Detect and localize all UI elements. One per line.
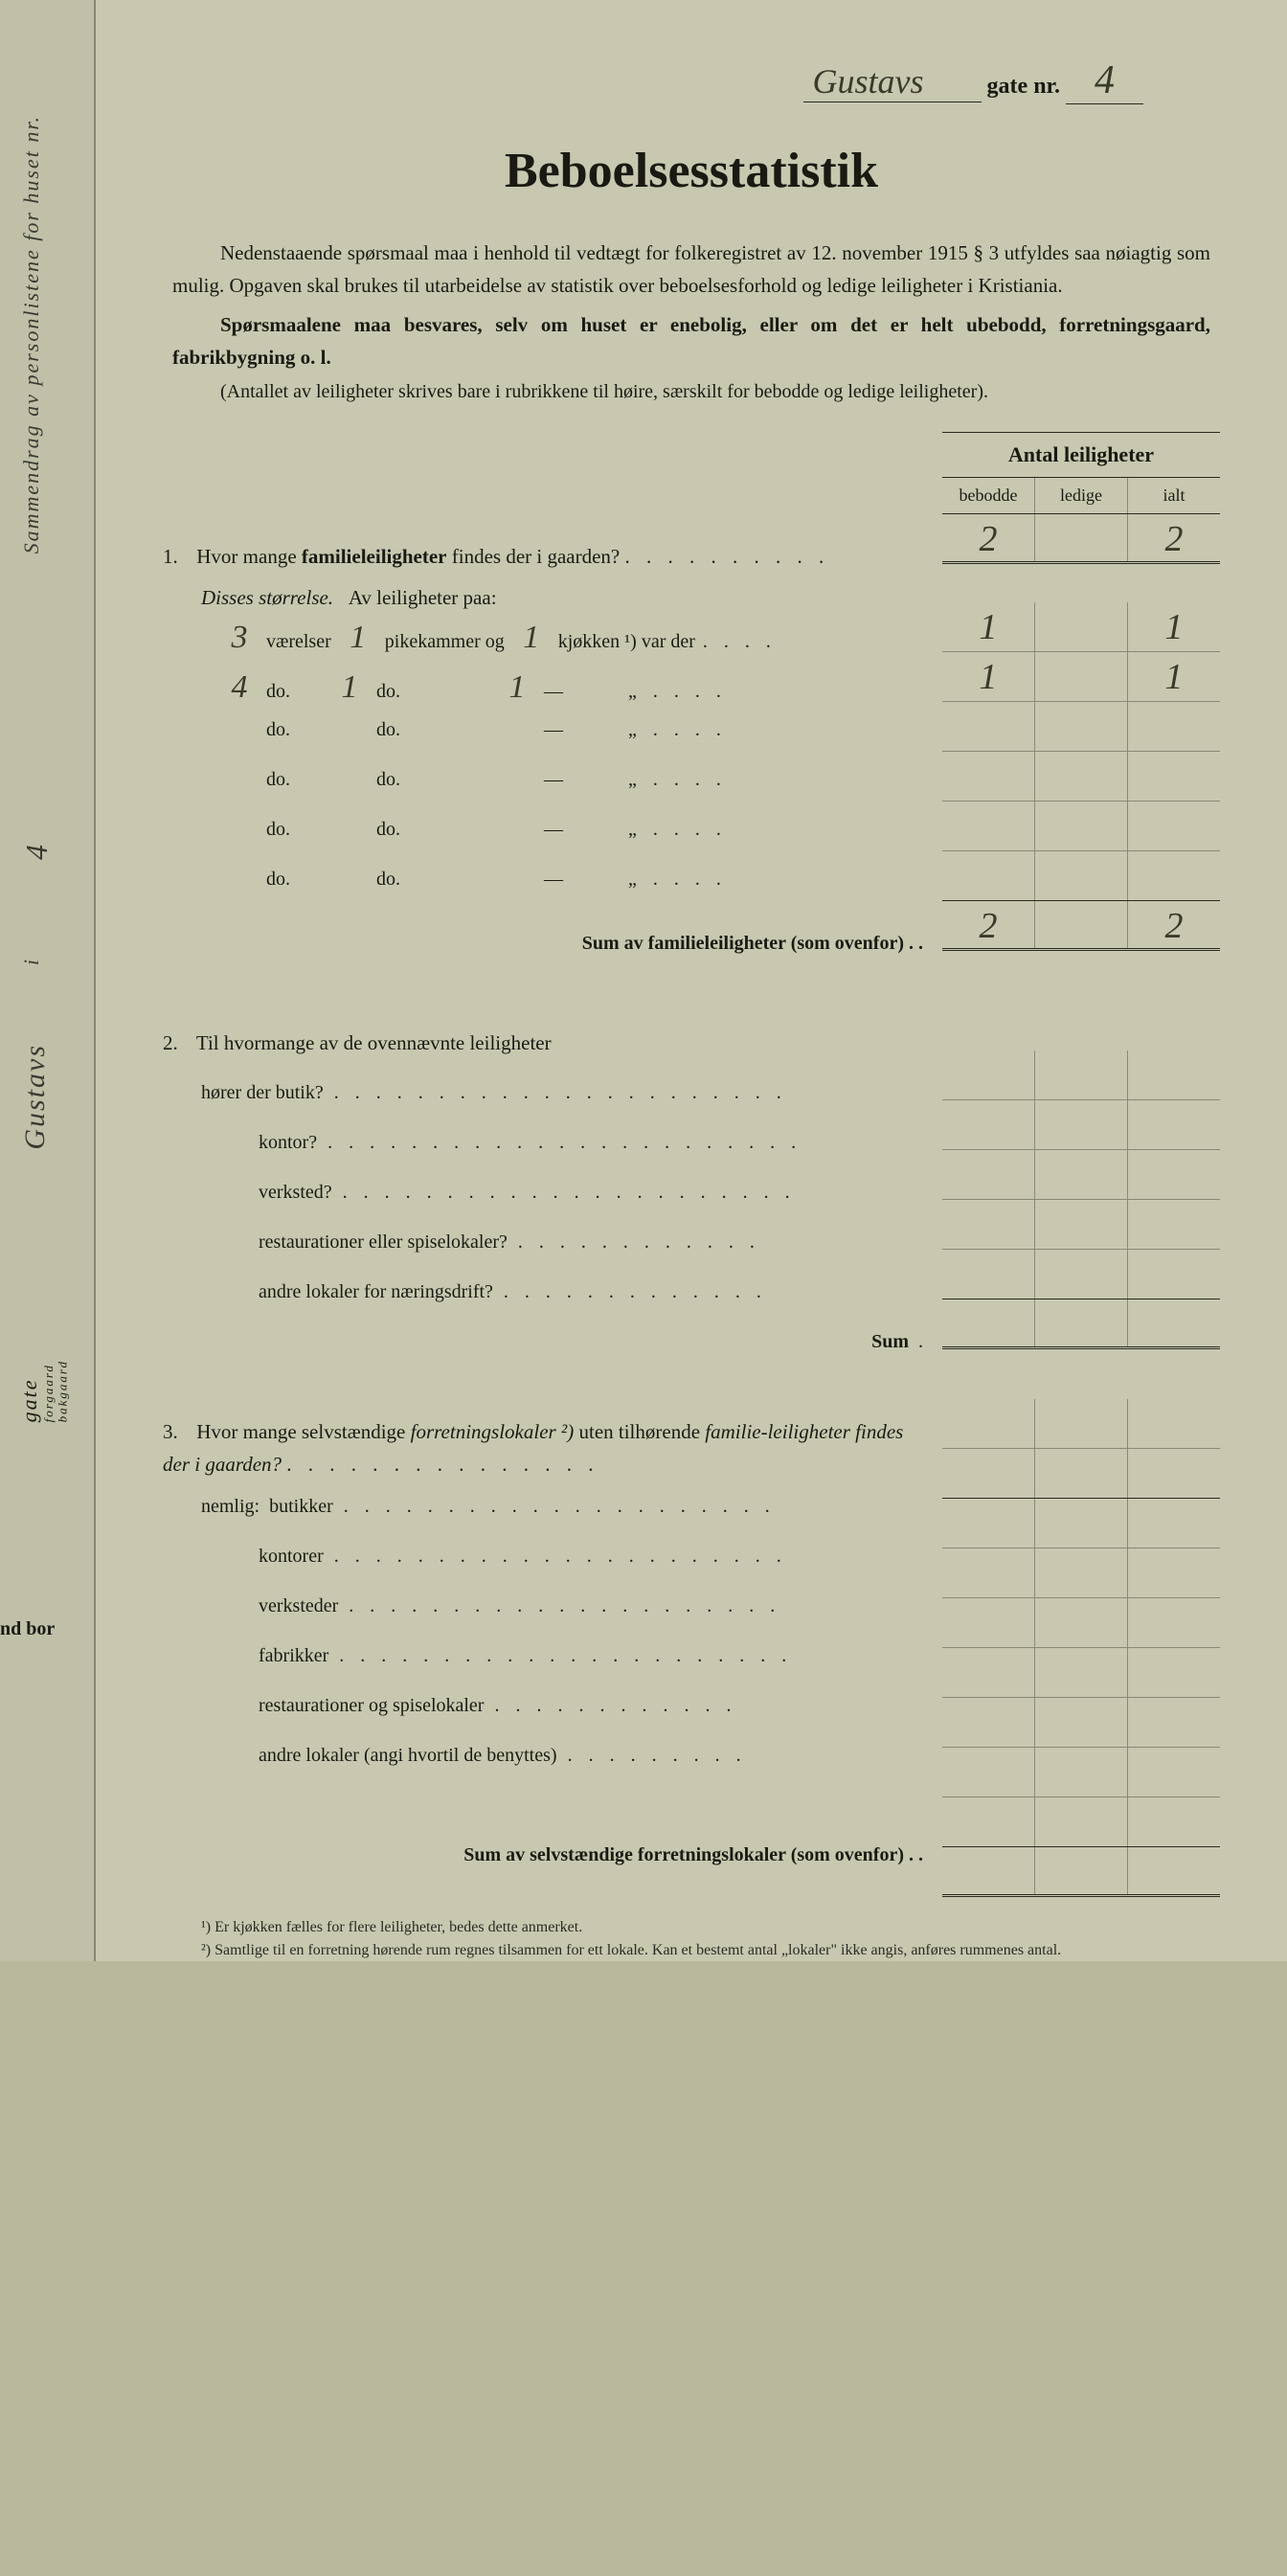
header-number-handwritten: 4 [1066, 57, 1143, 104]
main-content-grid: 1. Hvor mange familieleiligheter findes … [163, 432, 1220, 1897]
q1-disses: Disses størrelse. Av leiligheter paa: [163, 581, 933, 620]
data-row-5 [942, 802, 1220, 851]
q3-nemlig: nemlig: butikker . . . . . . . . . . . .… [163, 1481, 933, 1531]
q3-data-5 [942, 1748, 1220, 1797]
q3-data-0 [942, 1499, 1220, 1548]
q2-data-3 [942, 1200, 1220, 1250]
q3-data-total [942, 1449, 1220, 1499]
q1-text: 1. Hvor mange familieleiligheter findes … [163, 531, 933, 581]
questions-column: 1. Hvor mange familieleiligheter findes … [163, 432, 942, 1897]
q2-row-3: restaurationer eller spiselokaler? . . .… [163, 1217, 933, 1267]
footnote-2: ²) Samtlige til en forretning hørende ru… [201, 1939, 1220, 1962]
q2-sum: Sum . [163, 1317, 933, 1367]
footnote-1: ¹) Er kjøkken fælles for flere leilighet… [201, 1916, 1220, 1939]
col-ialt: ialt [1127, 478, 1220, 513]
q3-row-2: verksteder . . . . . . . . . . . . . . .… [163, 1581, 933, 1631]
q1-size-row-1: 4 do. 1 do. 1 — „ . . . . [163, 669, 933, 719]
q3-data-2 [942, 1598, 1220, 1648]
q2-data-sum [942, 1299, 1220, 1349]
q3-row-5: andre lokaler (angi hvortil de benyttes)… [163, 1730, 933, 1780]
header-gate-label: gate nr. [987, 74, 1060, 99]
margin-summary-text: Sammendrag av personlistene for huset nr… [19, 115, 44, 554]
table-subheader: bebodde ledige ialt [942, 478, 1220, 514]
q3-row-3: fabrikker . . . . . . . . . . . . . . . … [163, 1631, 933, 1681]
margin-street: Gustavs [19, 1044, 77, 2576]
data-row-3 [942, 702, 1220, 752]
q2-data-4 [942, 1250, 1220, 1299]
q3-data-4 [942, 1698, 1220, 1748]
q3-row-4: restaurationer og spiselokaler . . . . .… [163, 1681, 933, 1730]
data-row-q1-sum: 2 2 [942, 901, 1220, 951]
data-table-column: Antal leiligheter bebodde ledige ialt 2 … [942, 432, 1220, 1897]
data-row-6 [942, 851, 1220, 901]
left-page-edge: Sammendrag av personlistene for huset nr… [0, 0, 96, 1961]
intro-p2: Spørsmaalene maa besvares, selv om huset… [163, 309, 1220, 373]
q1-size-row-0: 3 værelser 1 pikekammer og 1 kjøkken ¹) … [163, 620, 933, 669]
data-row-1: 1 1 [942, 602, 1220, 652]
data-row-q1-total: 2 2 [942, 514, 1220, 564]
q3-sum: Sum av selvstændige forretningslokaler (… [163, 1830, 933, 1880]
data-row-2: 1 1 [942, 652, 1220, 702]
col-ledige: ledige [1034, 478, 1127, 513]
q2-text: 2. Til hvormange av de ovennævnte leilig… [163, 1018, 933, 1068]
intro-note: (Antallet av leiligheter skrives bare i … [163, 381, 1220, 403]
margin-gate: gate forgaard bakgaard [17, 1360, 70, 1422]
margin-nd-bor: nd bor [0, 1618, 55, 1640]
q2-data-1 [942, 1100, 1220, 1150]
q2-row-0: hører der butik? . . . . . . . . . . . .… [163, 1068, 933, 1118]
q2-data-0 [942, 1051, 1220, 1100]
q1-size-row-3: do. do. — „ . . . . [163, 769, 933, 819]
table-header-title: Antal leiligheter [942, 432, 1220, 478]
q3-data-3 [942, 1648, 1220, 1698]
header-line: Gustavs gate nr. 4 [163, 57, 1220, 104]
q2-row-4: andre lokaler for næringsdrift? . . . . … [163, 1267, 933, 1317]
data-row-4 [942, 752, 1220, 802]
q3-data-sum [942, 1847, 1220, 1897]
document-page: Gustavs gate nr. 4 Beboelsesstatistik Ne… [96, 0, 1287, 1961]
col-bebodde: bebodde [942, 478, 1034, 513]
q2-row-1: kontor? . . . . . . . . . . . . . . . . … [163, 1118, 933, 1167]
q2-row-2: verksted? . . . . . . . . . . . . . . . … [163, 1167, 933, 1217]
q2-data-2 [942, 1150, 1220, 1200]
page-title: Beboelsesstatistik [163, 143, 1220, 199]
q3-row-1: kontorer . . . . . . . . . . . . . . . .… [163, 1531, 933, 1581]
q3-data-top [942, 1399, 1220, 1449]
q3-data-1 [942, 1548, 1220, 1598]
q3-data-6 [942, 1797, 1220, 1847]
q1-size-row-4: do. do. — „ . . . . [163, 819, 933, 869]
footnotes: ¹) Er kjøkken fælles for flere leilighet… [163, 1916, 1220, 1962]
intro-p1: Nedenstaaende spørsmaal maa i henhold ti… [163, 237, 1220, 302]
q1-sum: Sum av familieleiligheter (som ovenfor) … [163, 918, 933, 968]
q1-size-row-5: do. do. — „ . . . . [163, 869, 933, 918]
q3-text: 3. Hvor mange selvstændige forretningslo… [163, 1416, 933, 1480]
header-street-handwritten: Gustavs [803, 61, 982, 102]
q1-size-row-2: do. do. — „ . . . . [163, 719, 933, 769]
